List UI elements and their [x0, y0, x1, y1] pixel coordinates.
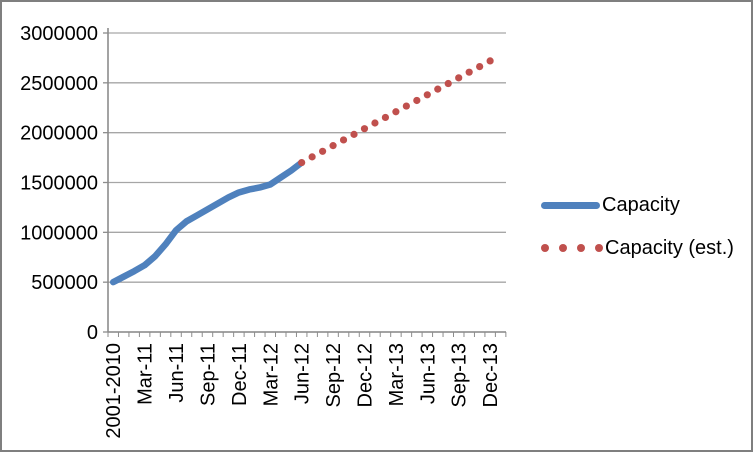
- x-axis-tick-label: Mar-12: [260, 343, 282, 406]
- y-axis-tick-label: 0: [87, 322, 98, 344]
- capacity-est-dot: [319, 147, 327, 155]
- axes: [103, 28, 507, 337]
- y-axis-tick-label: 3000000: [20, 23, 98, 45]
- legend-label-capacity: Capacity: [602, 193, 680, 216]
- x-axis-labels: 2001-2010 Mar-11 Jun-11 Sep-11 Dec-11 Mar-12 J…: [103, 343, 502, 439]
- capacity-est-dot: [339, 136, 348, 144]
- x-axis-tick-label: Jun-13: [417, 343, 439, 404]
- x-axis-tick-label: Sep-12: [323, 343, 345, 408]
- y-axis-tick-label: 2000000: [20, 123, 98, 145]
- y-axis-labels: 0 500000 1000000 1500000 2000000 2500000 30000…: [20, 23, 98, 344]
- capacity-est-dot: [486, 57, 494, 65]
- capacity-est-dot: [434, 85, 442, 93]
- y-axis-tick-label: 1500000: [20, 173, 98, 195]
- x-axis-tick-label: Dec-11: [229, 343, 251, 406]
- gridlines: [108, 32, 506, 333]
- capacity-est-dot: [444, 79, 452, 88]
- x-axis-tick-label: Mar-13: [386, 343, 408, 406]
- x-axis-tick-label: Mar-11: [135, 343, 157, 405]
- capacity-line-series: [109, 159, 305, 286]
- x-axis-tick-label: Jun-12: [292, 343, 314, 404]
- capacity-est-dot: [413, 96, 421, 105]
- legend-label-capacity-est: Capacity (est.): [605, 236, 734, 259]
- capacity-est-dot-series: [298, 57, 494, 167]
- capacity-est-dot: [392, 108, 400, 116]
- x-axis-tick-label: Dec-12: [354, 343, 376, 407]
- capacity-est-dot: [402, 102, 410, 110]
- capacity-est-dot: [465, 68, 473, 76]
- x-axis-tick-label: Sep-13: [449, 343, 471, 408]
- capacity-line-swatch: [541, 201, 600, 209]
- y-axis-tick-label: 2500000: [20, 73, 98, 95]
- capacity-est-dot: [298, 158, 306, 167]
- capacity-est-dot: [423, 91, 431, 99]
- capacity-est-dot: [455, 74, 463, 82]
- capacity-est-dot: [329, 142, 337, 150]
- capacity-est-dot: [360, 125, 369, 133]
- legend-item-capacity-est: Capacity (est.): [541, 235, 734, 261]
- x-axis-tick-label: 2001-2010: [103, 343, 125, 439]
- capacity-est-dot: [350, 130, 358, 138]
- x-axis-tick-label: Jun-11: [166, 343, 188, 403]
- capacity-est-dot: [381, 113, 390, 122]
- y-axis-tick-label: 1000000: [20, 222, 98, 244]
- x-axis-tick-label: Dec-13: [480, 343, 502, 407]
- capacity-est-dot: [476, 62, 484, 71]
- legend-item-capacity: Capacity: [541, 192, 680, 218]
- capacity-est-dot: [308, 153, 316, 161]
- capacity-est-dot: [371, 119, 379, 127]
- y-axis-tick-label: 500000: [31, 272, 98, 294]
- capacity-est-dots-swatch: [541, 244, 603, 252]
- x-axis-tick-label: Sep-11: [197, 343, 219, 406]
